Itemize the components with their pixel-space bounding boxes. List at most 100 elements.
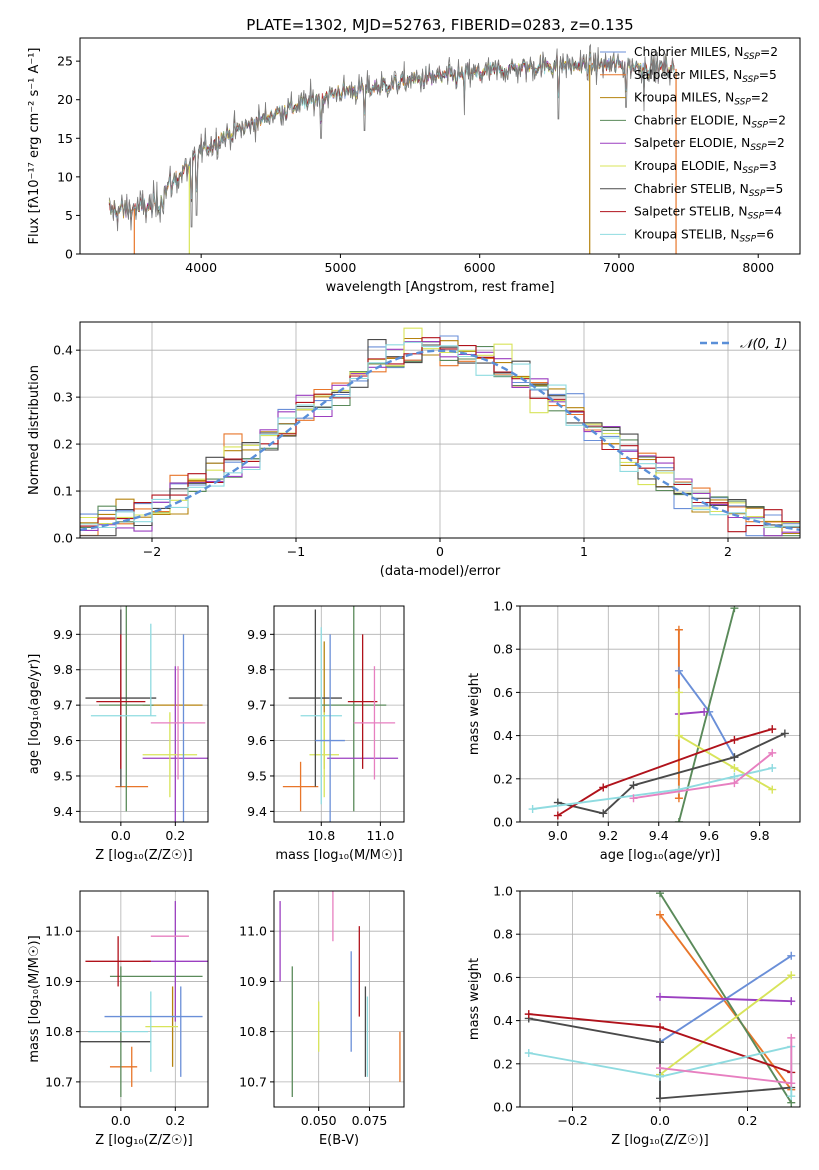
x-tick-label: 0.0 [650,1113,670,1128]
plot-area [85,606,208,822]
axes-frame [79,37,801,255]
y-tick-label: 9.5 [53,768,73,783]
panel-mass_vs_Z: 0.0 0.2 10.7 10.8 10.9 11.0 Z [log₁₀(Z/Z☉)] mas… [27,890,209,1148]
y-tick-label: 10.9 [45,974,73,989]
x-tick-label: 9.2 [598,828,618,843]
x-tick-label: 0.075 [352,1113,388,1128]
normal-reference-curve [80,349,800,531]
legend-nssp-prefix: , N [727,45,744,59]
x-tick-label: −1 [287,544,305,559]
errorbar-point [315,634,345,822]
panels: 4000 5000 6000 7000 80000510152025wavelength… [27,37,801,1148]
y-tick-label: 15 [57,131,73,146]
legend-entry: Chabrier ELODIE, NSSP=2 [634,113,786,130]
legend-entry: Salpeter STELIB, NSSP=4 [634,205,782,222]
y-tick-label: 9.4 [247,804,267,819]
legend-nssp-eq: = [764,205,774,219]
weight-point-marker [674,666,683,675]
legend-nssp-eq: = [760,45,770,59]
weight-series-line [557,728,773,817]
y-tick-label: 0 [65,247,73,262]
weight-point-marker [599,783,608,792]
y-tick-label: 25 [57,54,73,69]
y-tick-label: 1.0 [493,599,513,614]
plot-area [524,891,796,1107]
y-tick-label: 0.0 [53,531,73,546]
legend-entry: Salpeter MILES, NSSP=5 [634,68,777,85]
legend-nssp-eq: = [768,113,778,127]
weight-point-marker [768,748,777,757]
x-axis-label: wavelength [Angstrom, rest frame] [326,280,555,295]
y-tick-label: 9.7 [53,698,73,713]
x-axis-label: mass [log₁₀(M/M☉)] [275,848,402,863]
legend-model-name: Chabrier ELODIE [634,113,735,127]
weight-point-marker [674,794,683,803]
y-tick-label: 10.9 [239,974,267,989]
legend-model-name: Salpeter ELODIE [634,136,733,150]
x-tick-label: 9.0 [548,828,568,843]
weight-point-marker [553,811,562,820]
errorbar-point [282,761,319,812]
y-tick-label: 11.0 [45,924,73,939]
legend-nssp-subscript: SSP [748,212,765,222]
legend-nssp-subscript: SSP [751,120,768,130]
axes-frame [79,890,209,1108]
histogram-7 [80,337,800,533]
x-tick-label: 9.4 [649,828,669,843]
legend-nssp-value: 2 [777,136,785,150]
legend-model-name: Salpeter STELIB [634,205,731,219]
legend-nssp-value: 3 [769,159,777,173]
legend-nssp-prefix: , N [732,182,749,196]
weight-point-marker [768,764,777,772]
x-tick-label: 0 [436,544,444,559]
legend-nssp-prefix: , N [725,68,742,82]
x-axis-label: Z [log₁₀(Z/Z☉)] [611,1133,708,1148]
legend-nssp-subscript: SSP [742,166,759,176]
weight-point-marker [629,781,638,790]
x-tick-label: 6000 [464,260,496,275]
plot-area [108,43,677,254]
y-tick-label: 9.9 [53,627,73,642]
x-tick-label: 0.0 [111,828,131,843]
axes-frame [273,605,405,823]
weight-point-marker [674,818,683,822]
legend-model-name: Salpeter MILES [634,68,726,82]
panel-weight_vs_Z: −0.2 0.0 0.2 0.0 0.2 0.4 0.6 0.8 1.0 Z [log₁₀(Z/Z… [467,884,801,1148]
plot-area [80,901,208,1097]
errorbar-point [309,712,339,798]
weight-point-marker [674,688,683,697]
y-tick-label: 10 [57,169,73,184]
legend-nssp-value: 5 [776,182,784,196]
weight-point-marker [780,729,789,738]
legend-nssp-eq: = [765,182,775,196]
y-axis-label: mass weight [467,958,482,1040]
y-tick-label: 20 [57,92,73,107]
legend-nssp-value: 2 [761,91,769,105]
x-axis-label: (data-model)/error [380,564,501,579]
x-tick-label: 9.8 [750,828,770,843]
x-axis-label: age [log₁₀(age/yr)] [600,848,721,863]
weight-point-marker [768,785,777,794]
panel-weight_vs_age: 9.0 9.2 9.4 9.6 9.8 0.0 0.2 0.4 0.6 0.8 1.0 age [lo… [467,599,801,863]
legend-nssp-subscript: SSP [749,189,766,199]
legend-nssp-prefix: , N [723,227,740,241]
weight-point-marker [674,731,683,740]
y-axis-label: Normed distribution [27,365,42,495]
legend-nssp-prefix: , N [725,159,742,173]
panel-residuals: −2 −1 0 1 2 0.0 0.1 0.2 0.3 0.4 (data-model)/error… [27,321,801,579]
y-tick-label: 10.7 [45,1074,73,1089]
y-tick-label: 0.6 [493,970,513,985]
axes-frame [519,605,801,823]
x-tick-label: 10.8 [307,828,335,843]
plot-area [528,606,789,822]
weight-point-marker [599,809,608,818]
errorbar-point [142,666,208,822]
weight-point-marker [656,1064,664,1073]
x-tick-label: 5000 [325,260,357,275]
legend-nssp-eq: = [767,136,777,150]
legend-entry: Kroupa STELIB, NSSP=6 [634,227,774,244]
plot-area [80,327,800,537]
y-tick-label: 0.3 [53,390,73,405]
x-tick-label: −0.2 [557,1113,587,1128]
weight-point-marker [787,997,796,1006]
